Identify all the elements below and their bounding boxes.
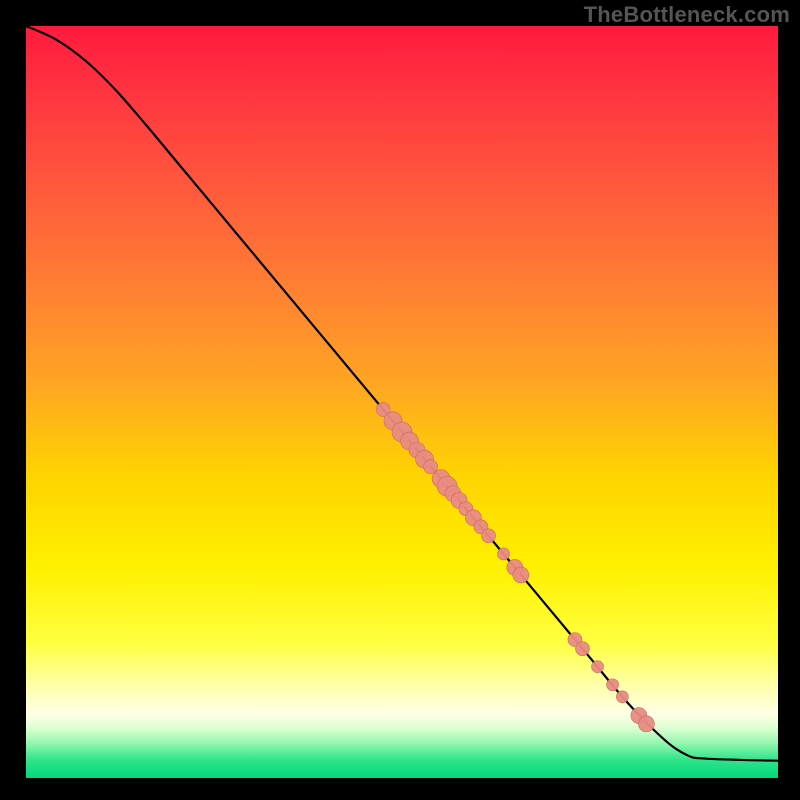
scatter-marker <box>575 642 589 656</box>
scatter-marker <box>481 529 495 543</box>
scatter-marker <box>513 567 529 583</box>
chart-overlay <box>26 26 778 778</box>
scatter-markers <box>376 403 654 732</box>
scatter-marker <box>592 661 604 673</box>
scatter-marker <box>638 716 654 732</box>
scatter-marker <box>616 691 628 703</box>
scatter-marker <box>607 679 619 691</box>
watermark-label: TheBottleneck.com <box>584 2 790 28</box>
scatter-marker <box>498 548 510 560</box>
plot-area <box>26 26 778 778</box>
figure-canvas: TheBottleneck.com <box>0 0 800 800</box>
curve-line <box>26 26 778 761</box>
